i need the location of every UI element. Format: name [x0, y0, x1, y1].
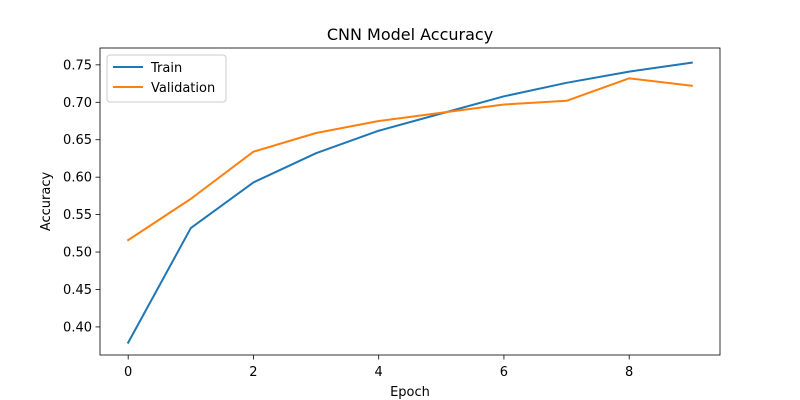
x-tick-label: 0	[124, 365, 132, 380]
x-tick-label: 4	[375, 365, 383, 380]
y-tick-label: 0.50	[63, 246, 92, 261]
y-tick-label: 0.55	[63, 208, 92, 223]
plot-frame	[99, 47, 721, 356]
chart-title: CNN Model Accuracy	[327, 25, 493, 44]
legend: Train Validation	[106, 54, 227, 103]
x-axis-ticks: 0 2 4 6 8	[124, 355, 633, 380]
x-axis-title: Epoch	[390, 385, 430, 400]
y-tick-label: 0.65	[63, 133, 92, 148]
x-tick-label: 6	[500, 365, 508, 380]
series-lines	[126, 61, 693, 345]
y-tick-label: 0.75	[63, 58, 92, 73]
y-tick-label: 0.40	[63, 320, 92, 335]
y-tick-label: 0.70	[63, 96, 92, 111]
legend-label-validation: Validation	[151, 81, 215, 96]
y-axis-ticks: 0.40 0.45 0.50 0.55 0.60 0.65 0.70 0.75	[63, 58, 100, 335]
x-tick-label: 2	[249, 365, 257, 380]
legend-label-train: Train	[150, 61, 182, 76]
y-axis-title: Accuracy	[39, 172, 54, 232]
y-tick-label: 0.60	[63, 171, 92, 186]
y-tick-label: 0.45	[63, 283, 92, 298]
series-line-validation	[126, 77, 693, 242]
series-line-train	[126, 61, 693, 345]
x-tick-label: 8	[625, 365, 633, 380]
